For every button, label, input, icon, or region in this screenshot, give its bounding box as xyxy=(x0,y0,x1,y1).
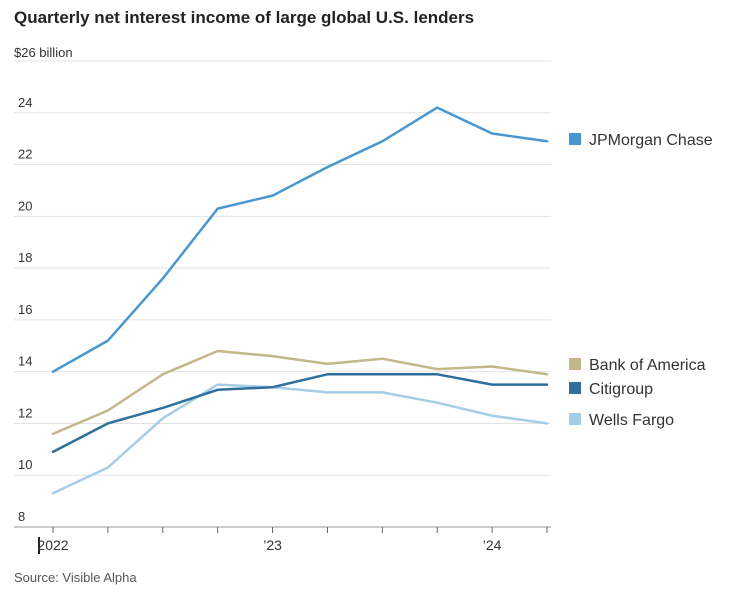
series-line-wells-fargo xyxy=(51,383,549,495)
x-axis: 2022 ’23 ’24 xyxy=(37,527,548,554)
y-tick-label: 10 xyxy=(18,457,32,472)
legend-swatch xyxy=(569,133,581,145)
y-tick-label: 18 xyxy=(18,250,32,265)
x-tick-label: 2022 xyxy=(37,537,68,553)
legend: JPMorgan Chase Bank of America Citigroup We… xyxy=(569,132,713,429)
series-lines xyxy=(51,106,549,495)
legend-swatch xyxy=(569,413,581,425)
legend-label: Bank of America xyxy=(589,357,706,374)
y-tick-label: 14 xyxy=(18,354,32,369)
series-line-jpmorgan-chase xyxy=(51,106,549,373)
y-tick-label: 8 xyxy=(18,509,25,524)
y-axis-unit-label: $26 billion xyxy=(14,45,73,60)
legend-label: Wells Fargo xyxy=(589,412,674,429)
chart-title: Quarterly net interest income of large g… xyxy=(14,8,474,27)
legend-swatch xyxy=(569,358,581,370)
y-tick-label: 22 xyxy=(18,147,32,162)
x-tick-label: ’23 xyxy=(263,537,282,553)
series-line-bank-of-america xyxy=(51,349,549,436)
legend-swatch xyxy=(569,382,581,394)
y-tick-label: 24 xyxy=(18,95,32,110)
y-tick-label: 16 xyxy=(18,302,32,317)
x-tick-label: ’24 xyxy=(483,537,502,553)
gridlines xyxy=(14,60,551,528)
y-tick-label: 20 xyxy=(18,198,32,213)
legend-label: JPMorgan Chase xyxy=(589,132,713,149)
y-tick-label: 12 xyxy=(18,405,32,420)
legend-label: Citigroup xyxy=(589,381,653,398)
source-note: Source: Visible Alpha xyxy=(14,570,137,585)
y-axis-ticks: 8 10 12 14 16 18 20 22 24 xyxy=(18,95,32,524)
series-line-citigroup xyxy=(51,373,549,454)
